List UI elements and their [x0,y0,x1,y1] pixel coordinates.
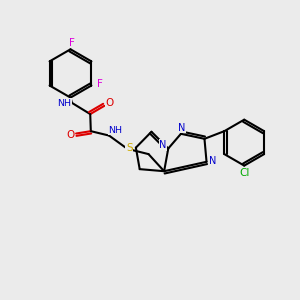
Text: S: S [126,143,133,153]
Text: NH: NH [58,99,72,108]
Text: NH: NH [109,126,123,135]
Text: F: F [69,38,75,48]
Text: O: O [66,130,74,140]
Text: O: O [106,98,114,109]
Text: Cl: Cl [240,168,250,178]
Text: N: N [178,123,185,133]
Text: N: N [209,156,217,166]
Text: F: F [97,79,103,89]
Text: N: N [159,140,167,150]
